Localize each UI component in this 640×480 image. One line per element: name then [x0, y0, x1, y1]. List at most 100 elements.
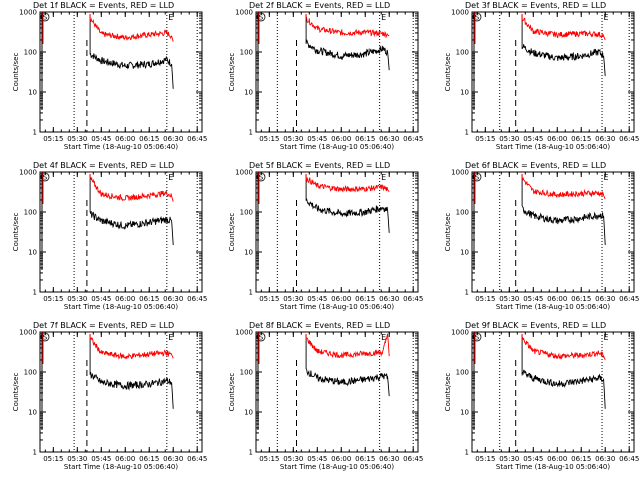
s-marker: S [475, 334, 480, 342]
x-tick-label: 05:15 [259, 295, 279, 303]
x-tick-label: 06:15 [571, 295, 591, 303]
e-marker: E [168, 173, 173, 182]
x-tick-label: 06:45 [403, 455, 423, 463]
x-tick-label: 06:15 [139, 295, 159, 303]
y-tick-label: 1000 [451, 329, 469, 337]
x-tick-label: 05:45 [307, 295, 327, 303]
series-lld-line [521, 334, 606, 361]
series-events-line [89, 334, 174, 409]
panel-det-1: Det 1f BLACK = Events, RED = LLD 1 10 100 10… [12, 1, 207, 151]
x-tick-label: 05:30 [283, 455, 303, 463]
s-marker: S [259, 334, 264, 342]
y-tick-label: 1000 [19, 169, 37, 177]
x-axis-label: Start Time (18-Aug-10 05:06:40) [64, 463, 178, 471]
y-tick-label: 1000 [235, 9, 253, 17]
y-axis-label: Counts/sec [228, 53, 236, 92]
y-tick-label: 10 [460, 89, 469, 97]
x-tick-label: 05:30 [283, 295, 303, 303]
panel-det-7: Det 7f BLACK = Events, RED = LLD 1 10 100 10… [12, 321, 207, 471]
y-tick-label: 10 [460, 249, 469, 257]
y-tick-label: 1 [33, 129, 37, 137]
series-events-line [521, 14, 606, 77]
plot-frame [471, 171, 635, 293]
x-tick-label: 06:30 [379, 295, 399, 303]
x-tick-label: 05:30 [283, 135, 303, 143]
y-tick-label: 1 [465, 289, 469, 297]
x-axis-label: Start Time (18-Aug-10 05:06:40) [64, 303, 178, 311]
x-tick-label: 06:00 [547, 295, 567, 303]
s-marker: S [259, 14, 264, 22]
x-axis-label: Start Time (18-Aug-10 05:06:40) [64, 143, 178, 151]
panel-title: Det 1f BLACK = Events, RED = LLD [33, 1, 174, 10]
x-tick-label: 05:45 [91, 135, 111, 143]
x-tick-label: 06:45 [403, 135, 423, 143]
x-tick-label: 06:00 [547, 455, 567, 463]
series-lld-line [305, 174, 390, 193]
y-tick-label: 10 [244, 249, 253, 257]
series-events-line [89, 174, 174, 246]
y-tick-label: 1000 [451, 9, 469, 17]
panel-title: Det 4f BLACK = Events, RED = LLD [33, 161, 174, 170]
x-tick-label: 05:45 [307, 135, 327, 143]
y-axis-label: Counts/sec [12, 53, 20, 92]
x-tick-label: 06:45 [403, 295, 423, 303]
panel-det-9: Det 9f BLACK = Events, RED = LLD 1 10 100 10… [444, 321, 639, 471]
y-tick-label: 1000 [235, 329, 253, 337]
s-marker-circle [472, 332, 482, 342]
y-tick-label: 1 [33, 289, 37, 297]
x-tick-label: 05:15 [475, 295, 495, 303]
x-tick-label: 05:15 [43, 135, 63, 143]
x-tick-label: 06:45 [619, 455, 639, 463]
panel-det-5: Det 5f BLACK = Events, RED = LLD 1 10 100 10… [228, 161, 423, 311]
y-tick-label: 100 [240, 209, 253, 217]
x-tick-label: 05:15 [475, 135, 495, 143]
panel-title: Det 9f BLACK = Events, RED = LLD [465, 321, 606, 330]
s-marker-circle [256, 332, 266, 342]
x-tick-label: 05:15 [475, 455, 495, 463]
panel-det-4: Det 4f BLACK = Events, RED = LLD 1 10 100 10… [12, 161, 207, 311]
y-axis-label: Counts/sec [12, 213, 20, 252]
y-tick-label: 10 [244, 409, 253, 417]
x-tick-label: 06:00 [331, 295, 351, 303]
y-tick-label: 1 [249, 289, 253, 297]
x-tick-label: 05:30 [67, 295, 87, 303]
y-tick-label: 100 [24, 369, 37, 377]
s-marker-circle [472, 172, 482, 182]
x-tick-label: 06:45 [187, 135, 207, 143]
plot-frame [39, 171, 203, 293]
x-tick-label: 05:30 [499, 455, 519, 463]
y-axis-label: Counts/sec [444, 213, 452, 252]
x-tick-label: 05:15 [43, 295, 63, 303]
y-tick-label: 100 [240, 369, 253, 377]
x-tick-label: 06:45 [187, 295, 207, 303]
x-tick-label: 06:30 [379, 455, 399, 463]
y-tick-label: 10 [244, 89, 253, 97]
series-lld-line [521, 174, 606, 200]
panel-title: Det 6f BLACK = Events, RED = LLD [465, 161, 606, 170]
x-tick-label: 06:15 [355, 295, 375, 303]
s-marker: S [259, 174, 264, 182]
series-events-line [521, 174, 606, 246]
e-marker: E [603, 13, 608, 22]
x-tick-label: 05:15 [259, 455, 279, 463]
x-tick-label: 06:30 [595, 455, 615, 463]
s-marker: S [475, 174, 480, 182]
x-tick-label: 06:30 [163, 135, 183, 143]
x-tick-label: 06:30 [379, 135, 399, 143]
series-events-line [89, 14, 174, 89]
y-tick-label: 100 [24, 49, 37, 57]
plot-frame [255, 171, 419, 293]
x-tick-label: 06:45 [619, 135, 639, 143]
series-lld-line [305, 14, 390, 39]
x-axis-label: Start Time (18-Aug-10 05:06:40) [496, 463, 610, 471]
y-tick-label: 100 [24, 209, 37, 217]
x-tick-label: 05:45 [523, 455, 543, 463]
x-tick-label: 06:45 [187, 455, 207, 463]
x-tick-label: 05:30 [67, 135, 87, 143]
plot-frame [255, 11, 419, 133]
x-axis-label: Start Time (18-Aug-10 05:06:40) [496, 143, 610, 151]
series-lld-line [89, 174, 174, 202]
y-tick-label: 1 [465, 129, 469, 137]
x-tick-label: 05:45 [523, 135, 543, 143]
e-marker: E [168, 333, 173, 342]
